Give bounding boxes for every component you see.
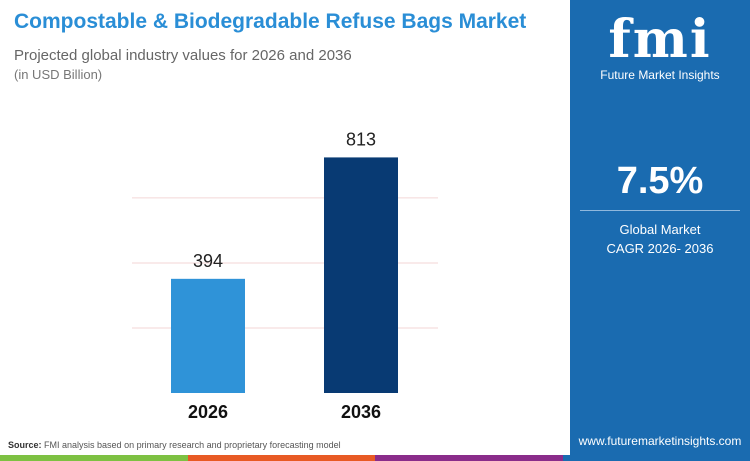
color-stripe: [0, 455, 750, 461]
website-link[interactable]: www.futuremarketinsights.com: [578, 434, 742, 448]
fmi-logo: fmi Future Market Insights: [592, 9, 728, 83]
stripe-segment: [562, 455, 750, 461]
cagr-label: Global Market CAGR 2026- 2036: [570, 220, 750, 258]
stripe-segment: [187, 455, 375, 461]
unit-label: (in USD Billion): [14, 67, 103, 82]
x-tick-label: 2026: [188, 402, 228, 422]
stripe-segment: [0, 455, 188, 461]
divider: [580, 210, 740, 211]
side-panel: fmi Future Market Insights 7.5% Global M…: [570, 0, 750, 455]
x-tick-label: 2036: [341, 402, 381, 422]
logo-subtext: Future Market Insights: [600, 68, 720, 82]
stripe-segment: [375, 455, 563, 461]
cagr-label-line1: Global Market: [619, 222, 701, 237]
bar-2036: [324, 157, 398, 393]
source-text: FMI analysis based on primary research a…: [44, 440, 341, 450]
cagr-label-line2: CAGR 2026- 2036: [606, 241, 714, 256]
chart-title: Compostable & Biodegradable Refuse Bags …: [14, 10, 527, 33]
cagr-value: 7.5%: [616, 160, 704, 202]
bar-2026: [171, 278, 245, 393]
data-label: 394: [193, 251, 223, 271]
chart-subtitle: Projected global industry values for 202…: [14, 47, 352, 64]
source-label: Source:: [8, 440, 42, 450]
data-label: 813: [346, 129, 376, 149]
bar-chart: 394 2026 813 2036: [132, 129, 438, 422]
source-note: Source: FMI analysis based on primary re…: [8, 440, 341, 450]
logo-text: fmi: [608, 9, 712, 70]
